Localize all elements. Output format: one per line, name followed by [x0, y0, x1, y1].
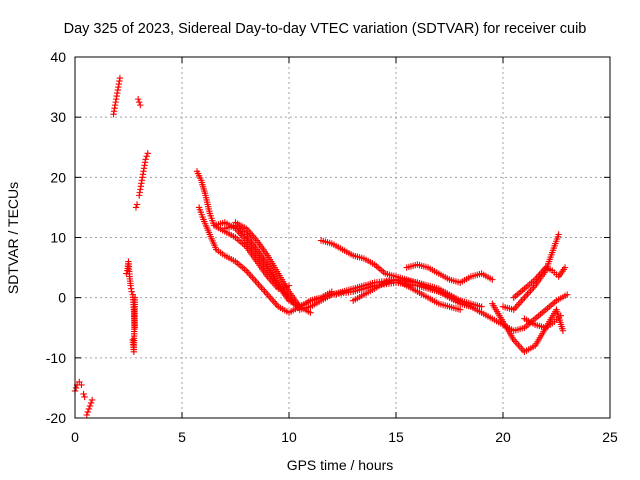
- data-point: [559, 327, 567, 334]
- data-point: [131, 294, 139, 301]
- data-point: [86, 402, 94, 410]
- data-point: [132, 204, 140, 211]
- x-tick-label: 15: [388, 429, 404, 445]
- y-tick-label: 20: [50, 169, 66, 185]
- y-axis-label: SDTVAR / TECUs: [5, 182, 21, 294]
- y-tick-label: 40: [50, 49, 66, 65]
- data-point: [134, 95, 142, 103]
- x-tick-label: 10: [281, 429, 297, 445]
- data-point: [557, 312, 564, 319]
- data-point: [128, 288, 135, 295]
- data-point: [81, 393, 88, 401]
- data-point: [457, 306, 464, 313]
- data-point: [84, 408, 92, 416]
- y-tick-label: -20: [46, 410, 66, 426]
- data-point: [136, 98, 143, 106]
- data-point: [142, 156, 149, 163]
- data-point: [137, 101, 144, 109]
- x-tick-label: 5: [178, 429, 186, 445]
- chart-title: Day 325 of 2023, Sidereal Day-to-day VTE…: [64, 21, 587, 37]
- data-point: [83, 411, 90, 419]
- y-tick-label: 30: [50, 109, 66, 125]
- data-point: [561, 264, 569, 271]
- data-points: [71, 74, 571, 419]
- y-tick-label: 0: [58, 290, 66, 306]
- data-point: [78, 381, 85, 389]
- y-tick-label: -10: [46, 350, 66, 366]
- data-point: [85, 405, 93, 413]
- data-point: [133, 201, 141, 208]
- data-point: [564, 291, 571, 298]
- data-point: [555, 231, 562, 238]
- grid-lines: [75, 57, 610, 418]
- data-point: [72, 384, 80, 392]
- data-point: [489, 276, 496, 283]
- y-tick-label: 10: [50, 230, 66, 246]
- data-point: [88, 396, 96, 404]
- data-point: [116, 74, 124, 82]
- x-axis-label: GPS time / hours: [287, 457, 394, 473]
- data-point: [307, 309, 314, 316]
- axis-ticks: 0 5 10 15 20 25 -20 -10 0 10 20 30 40: [46, 49, 618, 445]
- x-tick-label: 25: [602, 429, 618, 445]
- data-point: [80, 390, 87, 398]
- data-point: [144, 150, 151, 157]
- data-point: [143, 153, 150, 160]
- data-point: [478, 303, 485, 310]
- data-point: [87, 399, 95, 407]
- x-tick-label: 0: [71, 429, 79, 445]
- x-tick-label: 20: [495, 429, 511, 445]
